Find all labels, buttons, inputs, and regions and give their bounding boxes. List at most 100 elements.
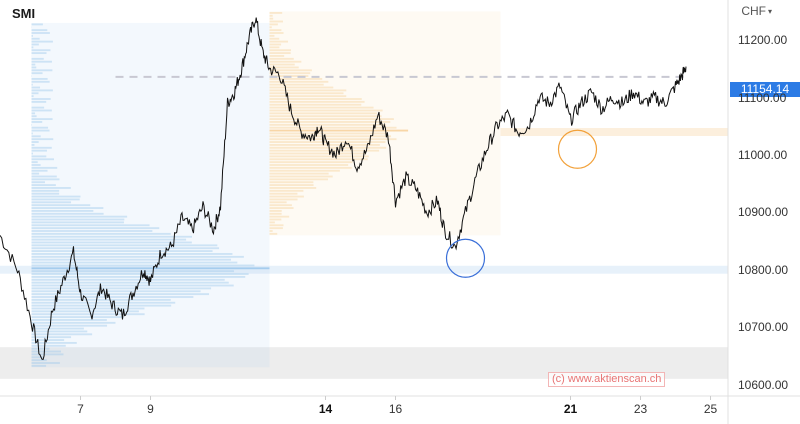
volume-bar	[31, 227, 160, 230]
volume-bar	[269, 224, 284, 227]
volume-bar	[31, 319, 107, 321]
volume-bar	[269, 106, 374, 109]
currency-selector[interactable]: CHF ▾	[741, 4, 772, 18]
volume-bar	[269, 86, 334, 89]
zone-blue	[0, 265, 728, 274]
volume-bar	[31, 189, 60, 192]
volume-bar	[269, 149, 380, 152]
volume-bar	[269, 17, 274, 20]
volume-bar	[269, 46, 280, 49]
volume-bar	[31, 83, 33, 86]
volume-bar	[31, 261, 238, 264]
volume-profile-bg	[269, 11, 501, 236]
y-tick-label: 10700.00	[738, 320, 789, 335]
volume-bar	[269, 55, 285, 57]
volume-bar	[31, 212, 104, 215]
volume-bar	[31, 66, 37, 69]
volume-bar	[269, 63, 295, 66]
volume-bar	[269, 178, 329, 181]
volume-bar	[31, 255, 244, 258]
volume-bar	[269, 20, 283, 23]
volume-bar	[31, 112, 36, 115]
y-tick-label: 11100.00	[738, 90, 787, 105]
volume-bar	[31, 275, 246, 278]
volume-bar	[31, 43, 39, 46]
volume-bar	[269, 135, 392, 138]
volume-bar	[269, 189, 304, 192]
volume-bar	[31, 321, 116, 324]
volume-bar	[269, 181, 314, 184]
volume-bar	[31, 166, 58, 169]
x-tick-label: 7	[77, 402, 84, 416]
volume-bar	[31, 169, 48, 172]
volume-bar	[269, 83, 324, 86]
volume-bar	[269, 100, 365, 103]
volume-bar	[31, 201, 72, 204]
volume-bar	[31, 138, 54, 141]
volume-bar	[31, 250, 213, 253]
volume-bar	[31, 298, 171, 301]
volume-bar	[269, 192, 298, 195]
x-tick-label: 14	[318, 402, 333, 416]
volume-bar	[31, 290, 201, 293]
volume-bar	[31, 304, 172, 307]
volume-bar	[31, 23, 43, 26]
volume-bar	[31, 149, 47, 152]
volume-bar	[31, 115, 37, 118]
volume-bar	[269, 29, 282, 32]
volume-bar	[269, 218, 282, 221]
volume-bar	[269, 40, 289, 43]
volume-bar	[269, 187, 317, 189]
volume-bar	[269, 89, 347, 92]
zone-orange	[500, 128, 728, 136]
volume-bar	[31, 313, 145, 316]
volume-bar	[31, 46, 34, 49]
volume-bar	[31, 121, 43, 123]
volume-bar	[31, 109, 52, 112]
volume-bar	[31, 281, 229, 284]
volume-bar	[269, 121, 391, 123]
volume-bar	[269, 14, 273, 17]
volume-bar	[31, 69, 53, 72]
volume-bar	[31, 198, 80, 201]
volume-bar	[269, 23, 278, 26]
volume-bar	[269, 198, 298, 201]
volume-bar	[31, 158, 54, 161]
y-tick-label: 11000.00	[738, 147, 788, 162]
volume-bar	[269, 32, 284, 34]
volume-bar	[31, 49, 51, 52]
volume-bar	[31, 135, 41, 138]
volume-bar	[31, 77, 48, 80]
volume-bar	[31, 339, 65, 341]
volume-bar	[31, 57, 44, 60]
volume-bar	[31, 72, 43, 75]
x-tick-label: 25	[703, 402, 718, 416]
volume-bar	[31, 152, 33, 155]
volume-bar	[269, 103, 362, 106]
volume-bar	[269, 34, 275, 37]
volume-bar	[269, 118, 394, 121]
volume-bar	[31, 118, 53, 121]
volume-bar	[269, 141, 386, 143]
volume-bar	[31, 178, 60, 181]
volume-bar	[31, 244, 218, 247]
volume-bar	[31, 230, 153, 232]
volume-bar	[31, 278, 225, 281]
volume-bar	[269, 92, 344, 95]
volume-bar	[31, 264, 255, 267]
volume-bar	[269, 52, 291, 55]
volume-bar	[269, 209, 282, 212]
volume-bar	[31, 143, 35, 146]
x-tick-label: 16	[388, 402, 403, 416]
volume-bar	[269, 66, 299, 69]
volume-bar	[269, 212, 282, 215]
volume-bar	[269, 207, 294, 209]
volume-bar	[31, 175, 57, 178]
volume-bar	[31, 235, 193, 238]
x-tick-label: 23	[633, 402, 648, 416]
volume-bar	[31, 333, 93, 336]
volume-bar	[31, 287, 212, 290]
volume-bar	[31, 316, 124, 319]
